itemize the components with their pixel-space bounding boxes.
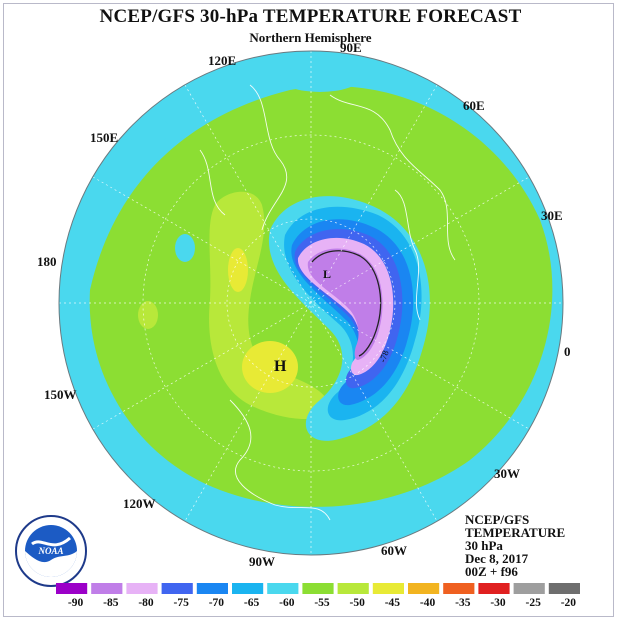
colorbar-tick-label: -45 bbox=[384, 597, 401, 609]
colorbar-cell bbox=[478, 583, 510, 594]
noaa-logo-text: NOAA bbox=[37, 546, 63, 556]
colorbar-tick-label: -85 bbox=[103, 597, 119, 609]
warm-centre-high bbox=[242, 341, 298, 393]
colorbar-tick-label: -30 bbox=[490, 597, 506, 609]
colorbar-cell bbox=[548, 583, 580, 594]
lon-label-180: 180 bbox=[37, 254, 57, 269]
info-date: Dec 8, 2017 bbox=[465, 551, 529, 566]
colorbar-cell bbox=[161, 583, 193, 594]
lon-label-0: 0 bbox=[564, 344, 571, 359]
colorbar-cell bbox=[513, 583, 545, 594]
colorbar-tick-label: -65 bbox=[243, 597, 260, 609]
colorbar-cell bbox=[302, 583, 334, 594]
lon-label-30w: 30W bbox=[494, 466, 520, 481]
colorbar-cell bbox=[232, 583, 264, 594]
lon-label-150w: 150W bbox=[44, 387, 77, 402]
lon-label-90e: 90E bbox=[340, 40, 362, 55]
colorbar-tick-label: -80 bbox=[138, 597, 154, 609]
coastlines bbox=[199, 84, 456, 521]
high-pressure-marker: H bbox=[274, 358, 287, 375]
colorbar-cell bbox=[372, 583, 404, 594]
colorbar-tick-label: -70 bbox=[208, 597, 225, 609]
colorbar-tick-label: -25 bbox=[525, 597, 541, 609]
warm-centre-north bbox=[228, 248, 248, 292]
lon-label-60w: 60W bbox=[381, 543, 407, 558]
contour-label: -78 bbox=[377, 349, 391, 364]
colorbar-tick-label: -20 bbox=[560, 597, 577, 609]
info-variable: TEMPERATURE bbox=[465, 525, 566, 540]
graticule bbox=[59, 51, 563, 555]
map-title: NCEP/GFS 30-hPa TEMPERATURE FORECAST bbox=[99, 6, 522, 27]
colorbar-tick-label: -50 bbox=[349, 597, 365, 609]
forecast-info: NCEP/GFS TEMPERATURE 30 hPa Dec 8, 2017 … bbox=[465, 513, 565, 578]
lon-label-30e: 30E bbox=[541, 208, 563, 223]
colorbar-tick-label: -55 bbox=[314, 597, 330, 609]
colorbar-tick-label: -75 bbox=[173, 597, 189, 609]
lon-label-120e: 120E bbox=[208, 53, 237, 68]
lon-label-60e: 60E bbox=[463, 98, 485, 113]
colorbar-cell bbox=[56, 583, 88, 594]
colorbar-cell bbox=[408, 583, 440, 594]
colorbar-cell bbox=[196, 583, 228, 594]
colorbar-tick-label: -35 bbox=[455, 597, 471, 609]
lon-label-150e: 150E bbox=[90, 130, 119, 145]
colorbar-cell bbox=[91, 583, 123, 594]
colorbar-tick-label: -60 bbox=[279, 597, 295, 609]
colorbar-tick-label: -90 bbox=[67, 597, 84, 609]
map-subtitle: Northern Hemisphere bbox=[249, 30, 372, 45]
noaa-logo: NOAA bbox=[15, 515, 87, 587]
info-model: NCEP/GFS bbox=[465, 512, 530, 527]
colorbar-cell bbox=[126, 583, 158, 594]
lon-label-120w: 120W bbox=[123, 496, 156, 511]
colorbar-cell bbox=[267, 583, 299, 594]
low-pressure-marker: L bbox=[323, 267, 331, 281]
colorbar-cell bbox=[337, 583, 369, 594]
lon-label-90w: 90W bbox=[249, 554, 275, 569]
info-level: 30 hPa bbox=[465, 538, 503, 553]
colorbar-tick-label: -40 bbox=[419, 597, 436, 609]
info-run: 00Z + f96 bbox=[465, 564, 518, 579]
colorbar-cell bbox=[443, 583, 475, 594]
